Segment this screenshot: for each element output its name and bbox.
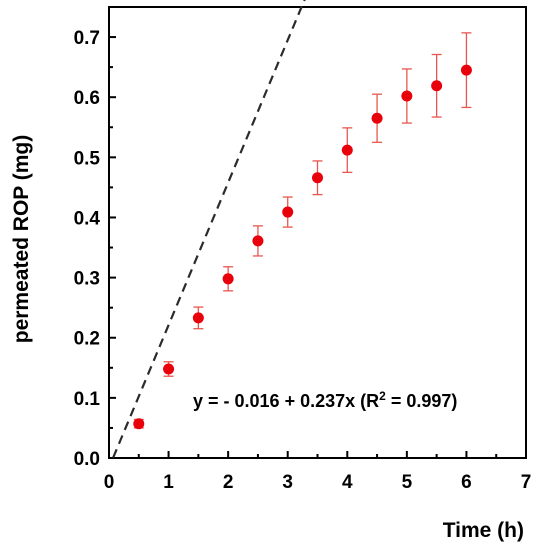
data-point (282, 206, 294, 218)
x-tick-label: 4 (342, 472, 353, 493)
error-bars (133, 32, 472, 429)
fit-equation-suffix: = 0.997) (386, 391, 458, 411)
data-point (192, 312, 204, 324)
x-tick-label: 2 (223, 472, 234, 493)
y-axis-title: permeated ROP (mg) (10, 135, 33, 344)
data-point (401, 90, 413, 102)
data-point (371, 112, 383, 124)
x-tick-label: 1 (163, 472, 174, 493)
x-tick-label: 3 (282, 472, 293, 493)
data-point (222, 273, 234, 285)
y-tick-label: 0.7 (74, 28, 100, 49)
data-point (431, 80, 443, 92)
x-axis: 0 1 2 3 4 5 6 7 (104, 451, 532, 493)
y-tick-label: 0.0 (74, 449, 100, 470)
x-tick-label: 6 (461, 472, 472, 493)
y-tick-label: 0.4 (74, 208, 101, 229)
fit-equation: y = - 0.016 + 0.237x (R2 = 0.997) (193, 389, 457, 411)
x-axis-title: Time (h) (443, 519, 524, 542)
y-tick-label: 0.5 (74, 148, 101, 169)
fit-line (112, 0, 306, 459)
data-point (133, 418, 145, 430)
data-point (460, 64, 472, 76)
y-axis: 0.0 0.1 0.2 0.3 0.4 0.5 0.6 0.7 (74, 6, 116, 470)
x-tick-label: 5 (402, 472, 413, 493)
y-tick-label: 0.3 (74, 269, 100, 290)
data-point (312, 172, 323, 184)
fit-line-layer (112, 0, 306, 459)
x-tick-label: 0 (104, 472, 115, 493)
fit-equation-prefix: y = - 0.016 + 0.237x (R (193, 391, 379, 411)
y-tick-label: 0.2 (74, 329, 100, 350)
x-tick-label: 7 (521, 472, 532, 493)
data-point (163, 363, 175, 375)
y-tick-label: 0.1 (74, 389, 101, 410)
data-point (252, 235, 264, 247)
y-tick-label: 0.6 (74, 88, 100, 109)
fit-equation-superscript: 2 (379, 389, 386, 403)
data-point (341, 144, 353, 156)
data-points (133, 64, 472, 430)
